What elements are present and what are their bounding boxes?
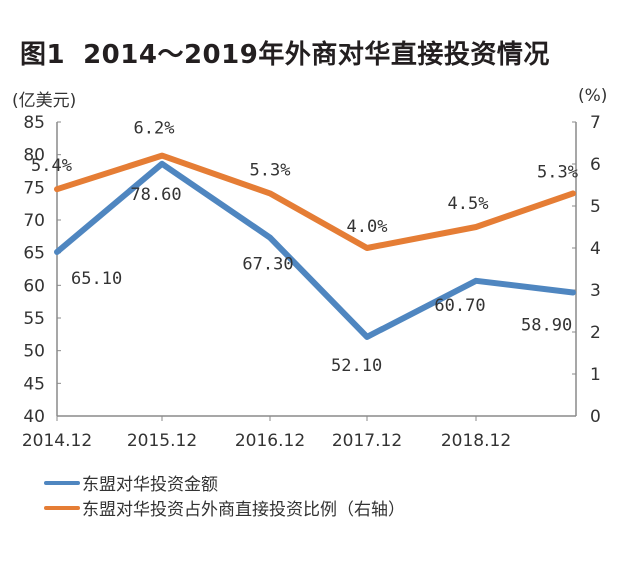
left-tick-label: 60: [23, 276, 45, 296]
x-tick-label: 2018.12: [441, 431, 511, 451]
left-tick-label: 40: [23, 407, 45, 427]
data-label-ratio: 6.2%: [134, 119, 175, 139]
data-label-amount: 78.60: [130, 185, 181, 205]
right-axis-unit: (%): [578, 86, 608, 106]
legend: 东盟对华投资金额 东盟对华投资占外商直接投资比例（右轴）: [44, 470, 405, 520]
legend-item-amount: 东盟对华投资金额: [44, 470, 405, 495]
right-tick-label: 2: [590, 323, 601, 343]
x-tick-label: 2016.12: [235, 431, 305, 451]
x-tick-label: 2017.12: [332, 431, 402, 451]
legend-item-ratio: 东盟对华投资占外商直接投资比例（右轴）: [44, 495, 405, 520]
x-axis-ticks: 2014.12 2015.12 2016.12 2017.12 2018.12: [22, 416, 511, 451]
right-tick-label: 3: [590, 281, 601, 301]
title-text: 2014～2019年外商对华直接投资情况: [83, 40, 550, 70]
left-tick-label: 85: [23, 113, 45, 133]
data-label-ratio: 4.5%: [448, 194, 489, 214]
axes: [56, 122, 577, 417]
right-tick-label: 7: [590, 113, 601, 133]
left-tick-label: 65: [23, 244, 45, 264]
data-label-amount: 60.70: [434, 296, 485, 316]
data-label-amount: 65.10: [71, 269, 122, 289]
data-label-amount: 58.90: [521, 316, 572, 336]
series-lines: [54, 152, 576, 340]
data-label-ratio: 5.3%: [250, 160, 291, 180]
right-tick-label: 1: [590, 365, 601, 385]
left-tick-label: 55: [23, 309, 45, 329]
data-label-amount: 67.30: [242, 255, 293, 275]
data-label-ratio: 5.3%: [537, 162, 578, 182]
x-tick-label: 2014.12: [22, 431, 92, 451]
left-axis-unit: (亿美元): [12, 91, 77, 111]
left-tick-label: 70: [23, 211, 45, 231]
data-label-ratio: 5.4%: [31, 156, 72, 176]
left-tick-label: 80: [23, 146, 45, 166]
data-label-amount: 52.10: [331, 356, 382, 376]
chart-title: 图1 2014～2019年外商对华直接投资情况: [20, 34, 550, 71]
data-label-ratio: 4.0%: [347, 217, 388, 237]
x-tick-label: 2015.12: [127, 431, 197, 451]
series-line-ratio: [54, 152, 576, 251]
left-tick-label: 75: [23, 178, 45, 198]
left-tick-label: 50: [23, 342, 45, 362]
figure-label: 图1: [20, 40, 66, 70]
right-tick-label: 0: [590, 407, 601, 427]
legend-label-ratio: 东盟对华投资占外商直接投资比例（右轴）: [82, 500, 405, 520]
legend-swatch-orange: [44, 505, 80, 510]
right-tick-label: 5: [590, 197, 601, 217]
left-axis-ticks: 85 80 75 70 65 60 55 50 45 40: [23, 113, 61, 427]
legend-label-amount: 东盟对华投资金额: [82, 475, 218, 495]
series-line-amount: [54, 160, 576, 340]
right-tick-label: 4: [590, 239, 601, 259]
right-tick-label: 6: [590, 155, 601, 175]
data-labels: 65.10 78.60 67.30 52.10 60.70 58.90 5.4% 6.2% 5.…: [31, 119, 578, 376]
legend-swatch-blue: [44, 480, 80, 485]
left-tick-label: 45: [23, 374, 45, 394]
